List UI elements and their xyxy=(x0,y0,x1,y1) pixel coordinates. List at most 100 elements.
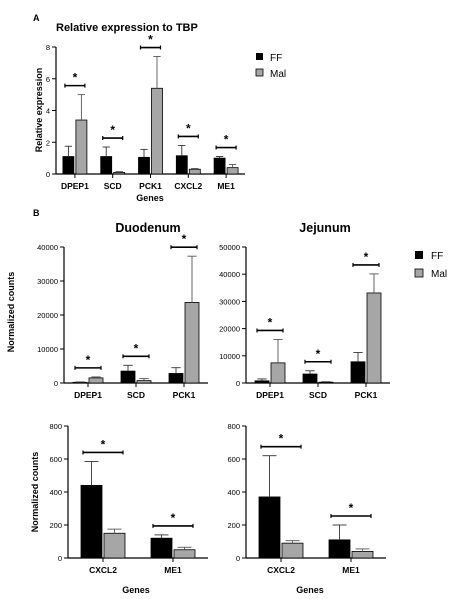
significance-star: * xyxy=(224,133,229,147)
bar-mal xyxy=(136,380,152,384)
y-tick-label: 10000 xyxy=(219,352,240,361)
significance-star: * xyxy=(364,250,369,264)
x-tick-label: DPEP1 xyxy=(61,181,89,191)
bar-ff xyxy=(80,484,103,559)
bar-mal xyxy=(184,302,200,384)
y-tick-label: 800 xyxy=(227,422,240,431)
x-axis-label: Genes xyxy=(122,585,150,595)
y-axis-label: Normalized counts xyxy=(30,452,40,533)
y-tick-label: 200 xyxy=(227,521,240,530)
x-tick-label: SCD xyxy=(309,390,327,400)
chart-title: Relative expression to TBP xyxy=(56,22,198,34)
bar-mal xyxy=(113,172,126,175)
bar-ff xyxy=(213,157,226,175)
bar-ff xyxy=(175,155,188,175)
bar-mal xyxy=(318,381,334,384)
significance-star: * xyxy=(349,501,354,515)
y-tick-label: 0 xyxy=(236,379,240,388)
y-tick-label: 30000 xyxy=(37,277,58,286)
y-axis-label: Normalized counts xyxy=(6,272,16,353)
legend-label-ff: FF xyxy=(431,251,443,262)
y-tick-label: 6 xyxy=(46,75,50,84)
bar-mal xyxy=(366,292,382,384)
y-tick-label: 10000 xyxy=(37,345,58,354)
legend-label-mal: Mal xyxy=(270,69,286,80)
bar-mal xyxy=(270,362,286,384)
bar-ff xyxy=(150,537,173,559)
bar-mal xyxy=(226,167,239,175)
x-tick-label: DPEP1 xyxy=(256,390,284,400)
y-tick-label: 600 xyxy=(227,455,240,464)
chart-duo-top: Duodenum Normalized counts 0 10000 20000 3000… xyxy=(6,221,208,400)
legend-swatch-mal xyxy=(255,68,264,77)
x-tick-label: CXCL2 xyxy=(174,181,202,191)
chart-jej-bottom: Genes 0 200 400 600 800 CXCL2 * ME1 * xyxy=(227,422,386,595)
bar-ff xyxy=(302,373,318,384)
bar-ff xyxy=(328,539,351,559)
significance-star: * xyxy=(134,341,139,355)
legend-top: FF Mal xyxy=(255,53,286,80)
bar-ff xyxy=(62,156,75,175)
legend-swatch-mal xyxy=(414,268,424,278)
x-tick-label: ME1 xyxy=(342,565,360,575)
chart-a: Relative expression to TBP Genes Relative … xyxy=(34,22,245,203)
y-tick-label: 800 xyxy=(49,422,62,431)
y-tick-label: 30000 xyxy=(219,297,240,306)
y-tick-label: 50000 xyxy=(219,243,240,252)
legend-swatch-ff xyxy=(415,251,423,259)
x-axis-label: Genes xyxy=(136,193,164,203)
bar-ff xyxy=(138,156,150,175)
significance-star: * xyxy=(148,33,153,47)
y-tick-label: 600 xyxy=(49,455,62,464)
bar-mal xyxy=(281,542,304,559)
bar-ff xyxy=(168,373,184,384)
significance-star: * xyxy=(268,315,273,329)
significance-star: * xyxy=(86,353,91,367)
significance-star: * xyxy=(186,121,191,135)
x-tick-label: ME1 xyxy=(217,181,235,191)
y-tick-label: 200 xyxy=(49,521,62,530)
y-tick-label: 0 xyxy=(236,554,240,563)
chart-duo-bottom: Genes Normalized counts 0 200 400 600 800 CXCL2… xyxy=(30,422,208,595)
significance-star: * xyxy=(101,437,106,451)
y-tick-label: 20000 xyxy=(219,325,240,334)
bar-mal xyxy=(351,551,374,559)
x-tick-label: PCK1 xyxy=(173,390,196,400)
chart-title: Jejunum xyxy=(299,221,350,235)
significance-star: * xyxy=(279,432,284,446)
x-tick-label: ME1 xyxy=(164,565,182,575)
y-tick-label: 4 xyxy=(46,107,50,116)
y-tick-label: 2 xyxy=(46,138,50,147)
y-tick-label: 0 xyxy=(58,554,62,563)
y-tick-label: 400 xyxy=(49,488,62,497)
bar-ff xyxy=(100,156,113,175)
x-tick-label: PCK1 xyxy=(139,181,162,191)
legend-label-ff: FF xyxy=(270,53,282,64)
y-tick-label: 8 xyxy=(46,43,50,52)
significance-star: * xyxy=(182,232,187,246)
x-tick-label: SCD xyxy=(127,390,145,400)
x-axis-label: Genes xyxy=(296,585,324,595)
y-axis-label: Relative expression xyxy=(34,68,44,153)
bar-mal xyxy=(151,87,163,175)
chart-jej-top: Jejunum 0 10000 20000 30000 40000 50000 DPEP1 * S… xyxy=(219,221,390,400)
x-tick-label: DPEP1 xyxy=(74,390,102,400)
x-tick-label: CXCL2 xyxy=(267,565,295,575)
legend-bottom: FF Mal xyxy=(414,251,447,280)
y-tick-label: 40000 xyxy=(219,270,240,279)
y-tick-label: 40000 xyxy=(37,243,58,252)
bar-mal xyxy=(88,377,104,384)
x-tick-label: CXCL2 xyxy=(89,565,117,575)
legend-label-mal: Mal xyxy=(431,269,447,280)
bar-mal xyxy=(188,168,201,175)
significance-star: * xyxy=(171,511,176,525)
charts-layer: Relative expression to TBP Genes Relative … xyxy=(6,22,390,595)
panel-label-b: B xyxy=(33,208,40,218)
significance-star: * xyxy=(316,347,321,361)
bar-ff xyxy=(258,496,281,559)
bar-mal xyxy=(173,549,196,559)
x-tick-label: SCD xyxy=(104,181,122,191)
bar-mal xyxy=(103,532,126,559)
significance-star: * xyxy=(73,71,78,85)
